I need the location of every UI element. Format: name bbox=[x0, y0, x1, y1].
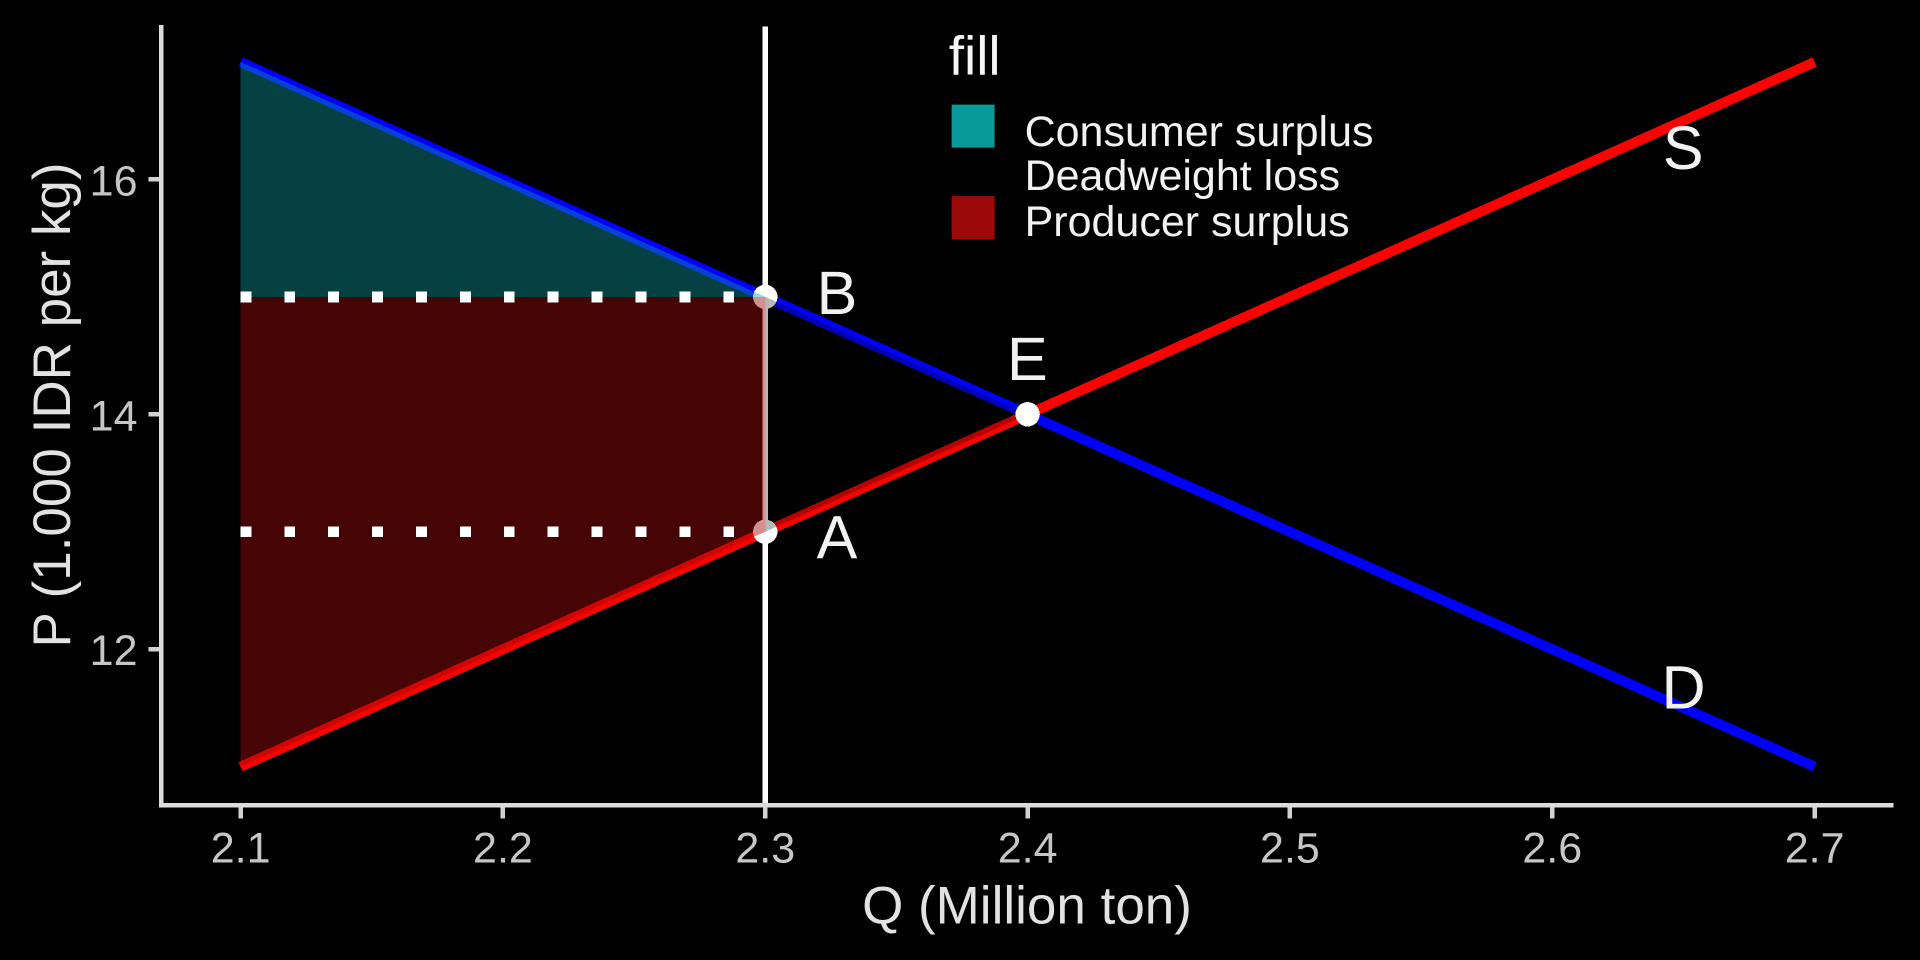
svg-text:16: 16 bbox=[90, 157, 138, 205]
svg-text:D: D bbox=[1661, 654, 1705, 722]
svg-text:14: 14 bbox=[90, 392, 138, 440]
svg-text:2.4: 2.4 bbox=[998, 824, 1058, 872]
svg-text:2.2: 2.2 bbox=[473, 824, 533, 872]
svg-text:2.3: 2.3 bbox=[735, 824, 795, 872]
svg-text:B: B bbox=[817, 259, 858, 327]
svg-text:P (1.000 IDR per kg): P (1.000 IDR per kg) bbox=[23, 162, 82, 647]
svg-text:fill: fill bbox=[949, 25, 1001, 87]
svg-text:2.6: 2.6 bbox=[1522, 824, 1582, 872]
svg-text:Producer surplus: Producer surplus bbox=[1025, 198, 1350, 246]
svg-text:12: 12 bbox=[90, 627, 138, 675]
svg-text:2.5: 2.5 bbox=[1260, 824, 1320, 872]
svg-text:2.1: 2.1 bbox=[211, 824, 271, 872]
svg-text:Q (Million ton): Q (Million ton) bbox=[862, 876, 1192, 935]
svg-text:A: A bbox=[817, 503, 858, 571]
svg-text:E: E bbox=[1007, 325, 1048, 393]
svg-text:Consumer surplus: Consumer surplus bbox=[1025, 108, 1374, 156]
svg-text:S: S bbox=[1663, 114, 1704, 182]
svg-text:2.7: 2.7 bbox=[1785, 824, 1845, 872]
svg-text:Deadweight loss: Deadweight loss bbox=[1025, 152, 1341, 200]
